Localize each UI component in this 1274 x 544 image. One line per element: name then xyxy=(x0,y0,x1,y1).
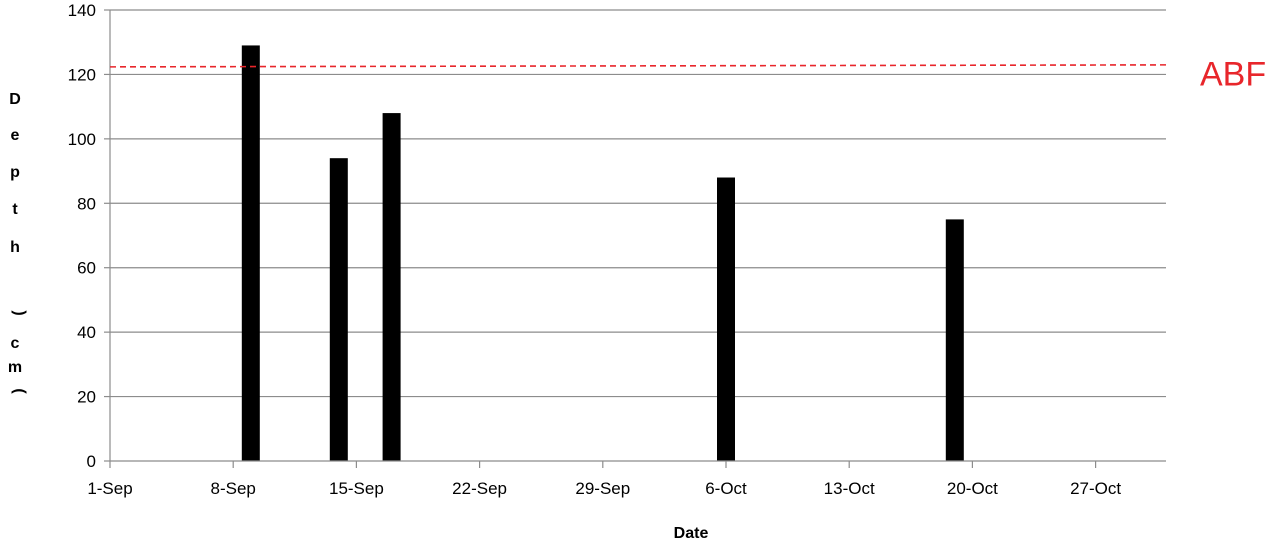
y-axis-title-letter: c xyxy=(11,335,20,352)
reference-line-label: ABF xyxy=(1200,55,1266,93)
y-axis-title-letter: m xyxy=(8,359,22,376)
y-axis-title-letter: p xyxy=(10,164,20,181)
y-tick-label: 100 xyxy=(68,130,96,149)
x-tick-label: 20-Oct xyxy=(947,479,998,498)
x-tick-label: 1-Sep xyxy=(87,479,132,498)
reference-line xyxy=(109,64,1167,68)
bar xyxy=(241,45,260,461)
y-tick-label: 80 xyxy=(77,194,96,213)
y-tick-label: 120 xyxy=(68,65,96,84)
x-axis-title: Date xyxy=(674,525,709,542)
x-tick-label: 27-Oct xyxy=(1070,479,1121,498)
x-tick-label: 15-Sep xyxy=(329,479,384,498)
axes xyxy=(104,9,1166,468)
y-tick-label: 20 xyxy=(77,388,96,407)
y-axis-title-letter: D xyxy=(9,91,21,108)
bar xyxy=(717,177,735,461)
y-axis-title-letter: e xyxy=(11,127,20,144)
y-axis-title: De p t h) cm ( xyxy=(8,91,28,394)
y-tick-labels: 0 20 40 60 80 100 120 140 xyxy=(68,1,96,471)
y-axis-title-letter: h xyxy=(10,239,20,256)
y-axis-title-letter: ( xyxy=(11,388,28,394)
y-tick-label: 140 xyxy=(68,1,96,20)
bar xyxy=(382,113,401,461)
reference-line-group: ABF xyxy=(109,55,1266,93)
bar xyxy=(945,219,964,461)
y-tick-label: 60 xyxy=(77,259,96,278)
x-tick-label: 22-Sep xyxy=(452,479,507,498)
x-tick-labels: 1-Sep 8-Sep 15-Sep 22-Sep 29-Sep 6-Oct 13-Oct 2… xyxy=(87,479,1121,498)
x-tick-label: 6-Oct xyxy=(705,479,747,498)
bar xyxy=(329,158,348,461)
y-axis-title-letter: ) xyxy=(11,310,28,315)
bars xyxy=(241,45,964,461)
x-tick-label: 8-Sep xyxy=(211,479,256,498)
y-tick-label: 40 xyxy=(77,323,96,342)
y-axis-title-letter: t xyxy=(12,201,18,218)
y-tick-label: 0 xyxy=(87,452,96,471)
x-tick-label: 13-Oct xyxy=(824,479,875,498)
gridlines xyxy=(110,9,1166,398)
x-tick-label: 29-Sep xyxy=(575,479,630,498)
